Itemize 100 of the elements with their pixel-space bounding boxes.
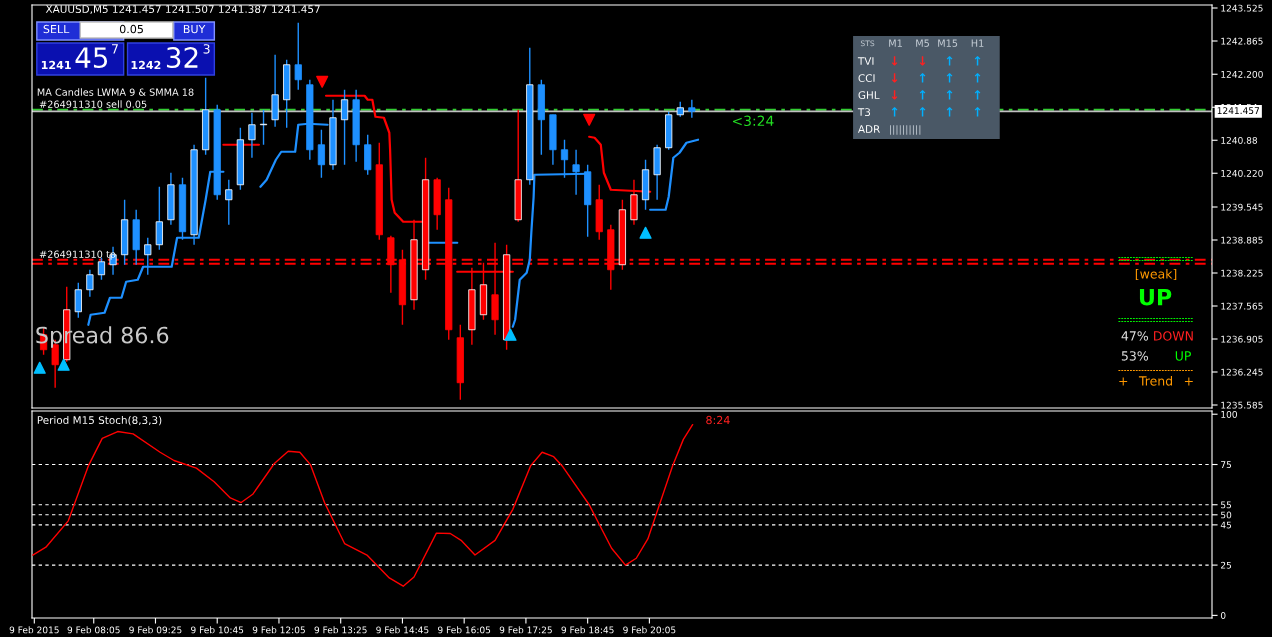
x-tick-label: 9 Feb 14:45 bbox=[376, 626, 429, 634]
annotation: M15 bbox=[938, 39, 958, 47]
y-tick-label: 1235.585 bbox=[1221, 401, 1263, 409]
annotation: ↑ bbox=[946, 107, 953, 117]
annotation: BUY bbox=[183, 24, 206, 34]
annotation: 1241 bbox=[41, 60, 71, 70]
annotation: ↑ bbox=[974, 73, 981, 83]
y-tick-label: 100 bbox=[1221, 410, 1237, 418]
x-tick-label: 9 Feb 08:05 bbox=[67, 626, 120, 634]
annotation: ↓ bbox=[919, 56, 926, 66]
annotation: ↑ bbox=[974, 56, 981, 66]
annotation: 3 bbox=[203, 44, 210, 54]
y-tick-label: 1239.545 bbox=[1221, 203, 1263, 211]
candlestick bbox=[340, 89, 349, 166]
candlestick bbox=[572, 149, 580, 196]
annotation: ↑ bbox=[946, 56, 953, 66]
chart-title: XAUUSD,M5 1241.457 1241.507 1241.387 1241.457 bbox=[45, 5, 320, 15]
candlestick bbox=[560, 139, 569, 179]
x-tick-label: 9 Feb 18:45 bbox=[561, 626, 614, 634]
annotation: |||||||||| bbox=[890, 125, 921, 135]
annotation: ↑ bbox=[919, 73, 926, 83]
annotation: ↓ bbox=[891, 56, 898, 66]
annotation: ↓ bbox=[891, 90, 898, 100]
candlestick bbox=[248, 112, 256, 159]
annotation: ↑ bbox=[891, 107, 898, 117]
y-tick-label: 1242.865 bbox=[1221, 37, 1263, 45]
x-tick-label: 9 Feb 17:25 bbox=[499, 626, 552, 634]
y-tick-label: 1236.905 bbox=[1221, 335, 1263, 343]
annotation: 47% bbox=[1121, 331, 1149, 341]
annotation: M1 bbox=[889, 39, 902, 47]
annotation: ↑ bbox=[946, 73, 953, 83]
y-tick-label: 25 bbox=[1220, 561, 1232, 569]
candlestick bbox=[688, 99, 696, 119]
annotation: ↑ bbox=[946, 90, 953, 100]
y-tick-label: 55 bbox=[1221, 501, 1232, 509]
annotation: H1 bbox=[971, 39, 984, 47]
annotation: 32 bbox=[166, 47, 198, 69]
annotation: CCI bbox=[858, 74, 875, 83]
annotation: T3 bbox=[857, 108, 871, 117]
text: MA Candles LWMA 9 & SMMA 18 bbox=[37, 88, 194, 96]
point bbox=[583, 113, 596, 126]
annotation: DOWN bbox=[1154, 331, 1193, 341]
y-tick-label: 1238.885 bbox=[1221, 236, 1263, 244]
annotation: + bbox=[1184, 377, 1193, 386]
annotation: TVI bbox=[857, 57, 874, 65]
annotation: Trend bbox=[1138, 375, 1172, 386]
ref-line-label: #264911310 sell 0.05 bbox=[39, 100, 147, 108]
y-tick-label: 1236.245 bbox=[1221, 368, 1263, 376]
y-tick-label: 0 bbox=[1220, 612, 1226, 619]
x-tick-label: 9 Feb 10:45 bbox=[191, 626, 244, 634]
candlestick bbox=[225, 179, 233, 226]
annotation: 0.05 bbox=[119, 24, 143, 34]
annotation: <3:24 bbox=[732, 115, 774, 127]
annotation: GHL bbox=[858, 91, 880, 100]
annotation: 45 bbox=[75, 47, 108, 69]
annotation: 53% bbox=[1121, 351, 1149, 361]
point bbox=[33, 361, 46, 374]
candlestick bbox=[317, 129, 326, 179]
annotation: 7 bbox=[112, 44, 118, 54]
candlestick bbox=[86, 269, 94, 298]
chart-title: Period M15 Stoch(8,3,3) bbox=[37, 415, 162, 426]
point bbox=[316, 75, 329, 88]
candlestick bbox=[97, 257, 106, 281]
ref-line-label: 1241.457 bbox=[1217, 107, 1260, 115]
y-tick-label: 75 bbox=[1221, 461, 1232, 469]
x-tick-label: 9 Feb 09:25 bbox=[129, 626, 182, 634]
candlestick bbox=[74, 282, 82, 319]
candlestick bbox=[294, 22, 302, 91]
y-tick-label: 50 bbox=[1221, 511, 1232, 519]
y-tick-label: 1243.525 bbox=[1221, 4, 1263, 12]
annotation: ↑ bbox=[919, 90, 926, 100]
annotation: 1242 bbox=[131, 60, 161, 70]
annotation: UP bbox=[1139, 288, 1172, 306]
point bbox=[57, 358, 70, 371]
y-tick-label: 1240.220 bbox=[1221, 169, 1263, 177]
annotation: ↑ bbox=[919, 107, 926, 117]
annotation: SELL bbox=[43, 24, 70, 34]
ref-line-label: #264911310 tp bbox=[39, 250, 116, 260]
y-tick-label: 1237.565 bbox=[1221, 302, 1263, 310]
y-tick-label: 1242.200 bbox=[1221, 70, 1263, 78]
y-tick-label: 1238.225 bbox=[1221, 269, 1263, 277]
annotation: ↑ bbox=[974, 107, 981, 117]
annotation: [weak] bbox=[1135, 268, 1177, 281]
annotation: ↓ bbox=[891, 73, 898, 83]
annotation: ADR bbox=[857, 125, 880, 133]
point bbox=[504, 328, 517, 341]
y-tick-label: 45 bbox=[1220, 521, 1232, 529]
annotation: M5 bbox=[916, 39, 929, 47]
annotation: UP bbox=[1175, 351, 1191, 361]
x-tick-label: 9 Feb 20:05 bbox=[623, 626, 676, 634]
candlestick bbox=[144, 237, 152, 276]
point bbox=[639, 226, 652, 239]
candlestick bbox=[155, 186, 163, 251]
annotation: ↑ bbox=[974, 90, 981, 100]
annotation: + bbox=[1119, 377, 1128, 386]
x-tick-label: 9 Feb 16:05 bbox=[438, 626, 491, 634]
y-tick-label: 1240.88 bbox=[1221, 136, 1258, 144]
x-tick-label: 9 Feb 12:05 bbox=[252, 626, 305, 634]
x-tick-label: 9 Feb 13:25 bbox=[314, 626, 367, 634]
annotation: 8:24 bbox=[706, 415, 730, 425]
